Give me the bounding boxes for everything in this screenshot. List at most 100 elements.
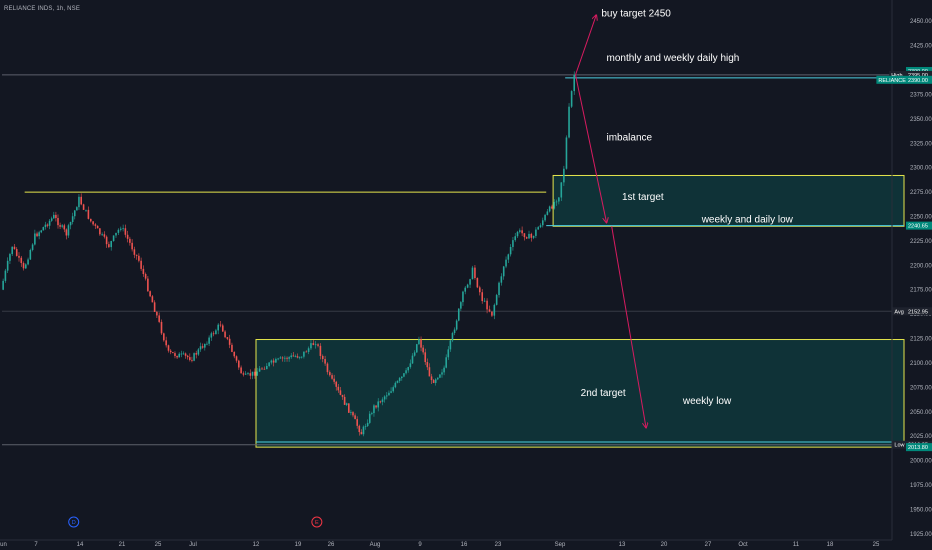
candle-body bbox=[210, 333, 213, 338]
candle-body bbox=[172, 352, 174, 354]
candle-body bbox=[523, 233, 526, 238]
candle-body bbox=[195, 353, 198, 355]
time-tick-label: 9 bbox=[418, 542, 422, 548]
candle-body bbox=[78, 196, 80, 208]
candle-body bbox=[460, 302, 462, 309]
candle-body bbox=[174, 353, 176, 356]
candle-body bbox=[464, 287, 467, 292]
candle-body bbox=[546, 211, 549, 215]
candle-body bbox=[4, 270, 7, 281]
candle-body bbox=[303, 351, 305, 357]
price-tick-label: 2200.00 bbox=[910, 263, 932, 269]
candle-body bbox=[31, 244, 34, 250]
candle-body bbox=[13, 246, 16, 250]
price-tags: 2399.00High2395.00RELIANCE2390.002240.65… bbox=[876, 66, 932, 452]
candle-body bbox=[381, 399, 384, 402]
candle-body bbox=[197, 349, 200, 355]
candle-body bbox=[418, 339, 420, 345]
candle-body bbox=[151, 296, 154, 303]
candle-body bbox=[38, 232, 40, 237]
candle-body bbox=[292, 355, 295, 357]
candle-body bbox=[29, 249, 32, 260]
candle-body bbox=[76, 207, 78, 211]
candle-body bbox=[548, 206, 551, 212]
candle-body bbox=[290, 355, 293, 358]
candle-body bbox=[495, 295, 498, 305]
candle-body bbox=[568, 106, 570, 138]
candle-body bbox=[120, 228, 122, 230]
candle-body bbox=[110, 241, 112, 248]
candle-body bbox=[147, 278, 149, 292]
candle-body bbox=[500, 276, 503, 283]
candle-body bbox=[358, 425, 361, 433]
candle-body bbox=[362, 426, 365, 435]
candle-body bbox=[312, 343, 315, 345]
chart-annotation: weekly and daily low bbox=[701, 214, 794, 225]
candle-body bbox=[228, 338, 231, 345]
candle-body bbox=[138, 255, 140, 261]
candle-body bbox=[40, 230, 43, 233]
candle-body bbox=[165, 340, 167, 346]
candle-body bbox=[422, 347, 424, 353]
candle-body bbox=[129, 238, 131, 243]
time-tick-label: Aug bbox=[370, 542, 381, 548]
price-tag-label-bg bbox=[876, 75, 906, 84]
candle-body bbox=[215, 330, 217, 335]
chart-annotation: weekly low bbox=[682, 396, 732, 407]
candle-body bbox=[420, 339, 422, 348]
candle-body bbox=[96, 225, 99, 229]
price-tag-label-bg bbox=[892, 440, 906, 449]
candle-body bbox=[502, 266, 505, 277]
candle-body bbox=[343, 396, 346, 405]
candle-body bbox=[326, 363, 329, 373]
candle-body bbox=[371, 413, 373, 414]
candle-body bbox=[48, 220, 51, 226]
candle-body bbox=[528, 233, 530, 239]
candle-body bbox=[335, 381, 338, 387]
price-tag-value-bg bbox=[906, 221, 932, 230]
price-tag-value-bg bbox=[906, 70, 932, 79]
time-tick-label: Jul bbox=[189, 542, 197, 548]
candle-body bbox=[356, 419, 358, 426]
chart-symbol-title: RELIANCE INDS, 1h, NSE bbox=[4, 6, 81, 12]
price-tick-label: 2300.00 bbox=[910, 166, 932, 172]
candle-body bbox=[122, 228, 124, 230]
candle-body bbox=[411, 355, 414, 364]
candle-body bbox=[525, 237, 528, 239]
price-tick-label: 2050.00 bbox=[910, 410, 932, 416]
candle-body bbox=[388, 392, 390, 396]
candle-body bbox=[329, 372, 331, 376]
candle-body bbox=[191, 359, 193, 361]
candle-body bbox=[333, 378, 335, 382]
candle-body bbox=[398, 378, 401, 381]
candle-body bbox=[256, 371, 258, 376]
candle-body bbox=[2, 280, 4, 290]
arrows-layer bbox=[575, 15, 647, 427]
candle-body bbox=[46, 224, 49, 226]
candle-body bbox=[85, 209, 87, 211]
price-tag-label-bg bbox=[892, 307, 906, 316]
candle-body bbox=[341, 394, 344, 397]
price-tag-label: Avg bbox=[894, 309, 903, 315]
candle-body bbox=[486, 300, 488, 310]
candle-body bbox=[537, 227, 539, 230]
candle-body bbox=[307, 348, 310, 352]
candle-body bbox=[263, 368, 266, 370]
candle-body bbox=[403, 373, 405, 377]
time-tick-label: 14 bbox=[77, 542, 84, 548]
candle-body bbox=[142, 268, 145, 275]
time-tick-label: 11 bbox=[793, 542, 800, 548]
candle-body bbox=[34, 233, 36, 245]
candle-body bbox=[238, 360, 240, 368]
candle-body bbox=[481, 292, 484, 302]
price-tick-label: 2375.00 bbox=[910, 92, 932, 98]
candle-body bbox=[339, 390, 342, 395]
price-tag-value: 2240.65 bbox=[908, 224, 928, 230]
candle-body bbox=[563, 168, 565, 183]
candle-body bbox=[169, 350, 172, 353]
candle-body bbox=[67, 225, 70, 236]
candle-body bbox=[498, 282, 500, 296]
price-tick-label: 2125.00 bbox=[910, 337, 932, 343]
time-tick-label: 26 bbox=[328, 542, 335, 548]
